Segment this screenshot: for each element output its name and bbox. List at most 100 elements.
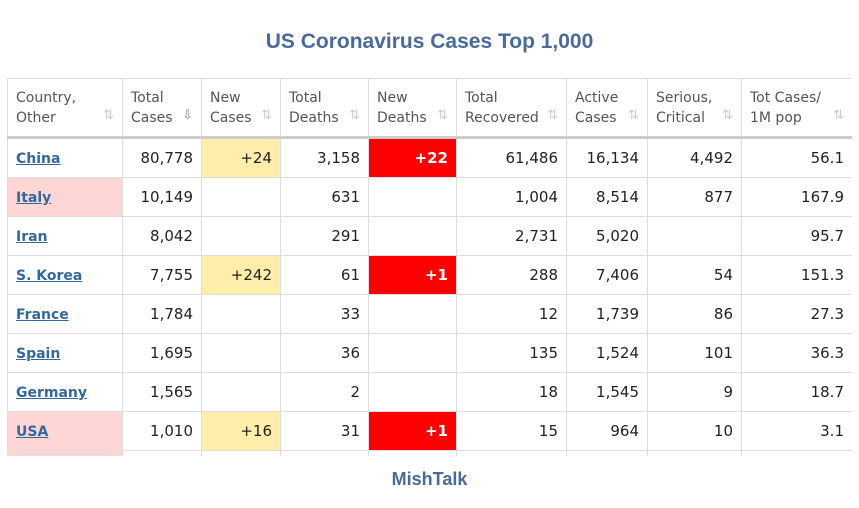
- data-cell: 10: [647, 411, 742, 451]
- data-cell: 5,020: [566, 216, 648, 256]
- country-cell[interactable]: USA: [7, 411, 123, 451]
- data-cell: 1,524: [566, 333, 648, 373]
- country-link[interactable]: USA: [16, 424, 49, 440]
- country-link[interactable]: Iran: [16, 229, 48, 245]
- header-label: Cases: [575, 109, 617, 126]
- data-cell: 61: [280, 255, 369, 295]
- data-cell: [201, 372, 281, 412]
- data-cell: [201, 333, 281, 373]
- data-cell: 95.7: [741, 216, 852, 256]
- data-cell: 12: [456, 294, 567, 334]
- column-header[interactable]: Total Recovered ⇅: [456, 78, 567, 139]
- data-cell: +16: [201, 411, 281, 451]
- sort-icon[interactable]: ⇅: [349, 108, 360, 123]
- sort-icon[interactable]: ⇅: [722, 108, 733, 123]
- data-cell: 54: [647, 255, 742, 295]
- header-label: Tot Cases/: [750, 89, 821, 106]
- data-cell: +24: [201, 137, 281, 178]
- data-cell: +1: [368, 411, 457, 451]
- data-cell: 33: [280, 294, 369, 334]
- header-label: New: [377, 89, 408, 106]
- country-cell[interactable]: Spain: [7, 333, 123, 373]
- sort-icon[interactable]: ⇅: [261, 108, 272, 123]
- data-cell: 1,695: [122, 333, 202, 373]
- country-link[interactable]: France: [16, 307, 69, 323]
- data-cell: 631: [280, 177, 369, 217]
- country-cell[interactable]: S. Korea: [7, 255, 123, 295]
- column-header[interactable]: Total Deaths ⇅: [280, 78, 369, 139]
- column-header[interactable]: New Cases ⇅: [201, 78, 281, 139]
- footer-brand: MishTalk: [391, 469, 468, 489]
- sort-icon[interactable]: ⇅: [437, 108, 448, 123]
- data-cell: 86: [647, 294, 742, 334]
- data-cell: 61,486: [456, 137, 567, 178]
- data-cell: 877: [647, 177, 742, 217]
- data-cell: 36: [280, 333, 369, 373]
- data-cell: 135: [456, 333, 567, 373]
- data-cell: 9: [647, 372, 742, 412]
- data-cell: 8,514: [566, 177, 648, 217]
- header-label: Deaths: [289, 109, 339, 126]
- country-cell[interactable]: France: [7, 294, 123, 334]
- data-cell: 18.7: [741, 372, 852, 412]
- data-cell: [368, 216, 457, 256]
- sort-icon[interactable]: ⇅: [103, 108, 114, 123]
- column-header[interactable]: Tot Cases/1M pop ⇅: [741, 78, 852, 139]
- table-row: China 80,778 +24 3,158 +22 61,486 16,134 4,492 5…: [7, 137, 852, 178]
- column-header[interactable]: Serious, Critical ⇅: [647, 78, 742, 139]
- country-link[interactable]: Italy: [16, 190, 52, 206]
- data-cell: 15: [456, 411, 567, 451]
- sort-icon[interactable]: ⇩: [182, 108, 193, 123]
- table-row: USA 1,010 +16 31 +1 15 964 10 3.1: [7, 411, 852, 451]
- data-cell: 2: [280, 372, 369, 412]
- data-cell: 10,149: [122, 177, 202, 217]
- cases-table-container: Country, Other ⇅ Total Cases ⇩ New Cases ⇅ Total D…: [7, 78, 852, 456]
- data-cell: 1,739: [566, 294, 648, 334]
- country-link[interactable]: Spain: [16, 346, 61, 362]
- country-cell[interactable]: Italy: [7, 177, 123, 217]
- page-title: US Coronavirus Cases Top 1,000: [265, 30, 594, 53]
- country-link[interactable]: Germany: [16, 385, 88, 401]
- country-link[interactable]: China: [16, 151, 61, 167]
- data-cell: [201, 450, 281, 456]
- data-cell: 31: [280, 411, 369, 451]
- column-header[interactable]: New Deaths ⇅: [368, 78, 457, 139]
- data-cell: +1: [368, 255, 457, 295]
- data-cell: 964: [566, 411, 648, 451]
- data-cell: 1,010: [122, 411, 202, 451]
- table-row: France 1,784 33 12 1,739 86 27.3: [7, 294, 852, 334]
- table-row: S. Korea 7,755 +242 61 +1 288 7,406 54 151.3: [7, 255, 852, 295]
- sort-icon[interactable]: ⇅: [547, 108, 558, 123]
- data-cell: 1,004: [456, 177, 567, 217]
- column-header[interactable]: Country, Other ⇅: [7, 78, 123, 139]
- data-cell: 7,755: [122, 255, 202, 295]
- country-cell[interactable]: [7, 450, 123, 456]
- column-header[interactable]: Active Cases ⇅: [566, 78, 648, 139]
- data-cell: [201, 177, 281, 217]
- country-cell[interactable]: Iran: [7, 216, 123, 256]
- data-cell: 36.3: [741, 333, 852, 373]
- data-cell: 56.1: [741, 137, 852, 178]
- table-row: Italy 10,149 631 1,004 8,514 877 167.9: [7, 177, 852, 217]
- sort-icon[interactable]: ⇅: [628, 108, 639, 123]
- header-label: Other: [16, 109, 56, 126]
- data-cell: 1,545: [566, 372, 648, 412]
- country-cell[interactable]: China: [7, 137, 123, 178]
- data-cell: 80,778: [122, 137, 202, 178]
- table-row: [7, 450, 852, 456]
- data-cell: [368, 177, 457, 217]
- data-cell: 27.3: [741, 294, 852, 334]
- sort-icon[interactable]: ⇅: [833, 108, 844, 123]
- country-cell[interactable]: Germany: [7, 372, 123, 412]
- table-row: Spain 1,695 36 135 1,524 101 36.3: [7, 333, 852, 373]
- data-cell: 16,134: [566, 137, 648, 178]
- header-label: Critical: [656, 109, 705, 126]
- data-cell: 3,158: [280, 137, 369, 178]
- country-link[interactable]: S. Korea: [16, 268, 83, 284]
- column-header[interactable]: Total Cases ⇩: [122, 78, 202, 139]
- table-row: Germany 1,565 2 18 1,545 9 18.7: [7, 372, 852, 412]
- data-cell: 101: [647, 333, 742, 373]
- data-cell: [566, 450, 648, 456]
- table-row: Iran 8,042 291 2,731 5,020 95.7: [7, 216, 852, 256]
- data-cell: 288: [456, 255, 567, 295]
